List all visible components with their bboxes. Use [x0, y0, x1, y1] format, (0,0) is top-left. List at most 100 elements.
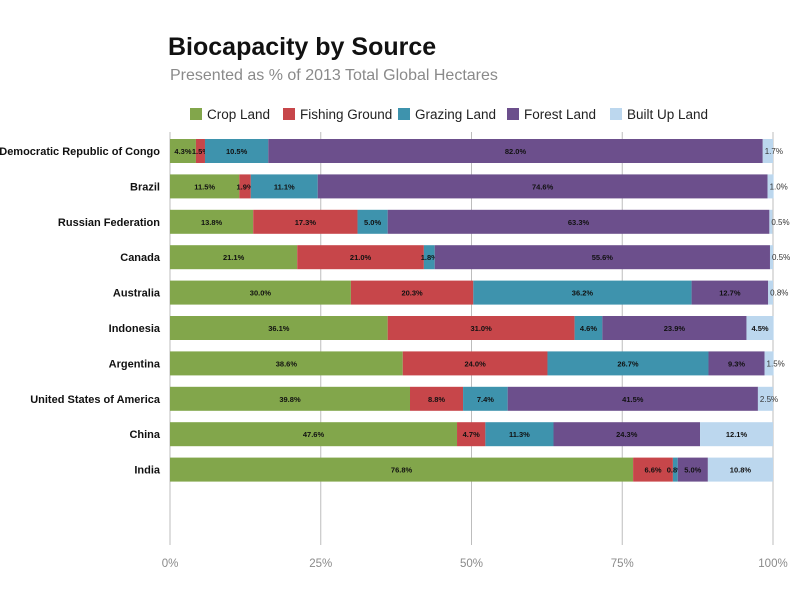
- legend-label-forest-land: Forest Land: [524, 107, 596, 122]
- bar-china-crop-land: [170, 422, 458, 447]
- data-label-china-grazing-land: 11.3%: [509, 430, 530, 439]
- data-label-russian-federation-crop-land: 13.8%: [201, 218, 223, 227]
- data-label-india-crop-land: 76.8%: [391, 466, 413, 475]
- data-label-indonesia-crop-land: 36.1%: [268, 324, 290, 333]
- data-label-china-built-up-land: 12.1%: [726, 430, 748, 439]
- data-label-democratic-republic-of-congo-built-up-land: 1.7%: [765, 147, 783, 156]
- data-label-united-states-of-america-built-up-land: 2.5%: [760, 395, 778, 404]
- legend-swatch-built-up-land: [610, 108, 622, 120]
- bar-australia-built-up-land: [768, 280, 773, 305]
- bars: 4.3% 1.5% 10.5% 82.0% 1.7%11.5% 1.9% 11.1% 74.6…: [170, 139, 790, 482]
- legend-label-crop-land: Crop Land: [207, 107, 270, 122]
- x-tick-label-50: 50%: [460, 558, 483, 570]
- bar-australia-grazing-land: [473, 280, 692, 305]
- bar-china-grazing-land: [485, 422, 554, 447]
- bar-russian-federation-fishing-ground: [253, 209, 358, 234]
- legend-swatch-fishing-ground: [283, 108, 295, 120]
- bar-united-states-of-america-crop-land: [170, 386, 410, 411]
- legend-swatch-grazing-land: [398, 108, 410, 120]
- data-label-united-states-of-america-forest-land: 41.5%: [622, 395, 644, 404]
- data-label-democratic-republic-of-congo-crop-land: 4.3%: [174, 147, 191, 156]
- bar-australia-fishing-ground: [350, 280, 474, 305]
- category-label-india: India: [134, 465, 161, 477]
- bar-brazil-forest-land: [317, 174, 768, 199]
- bar-canada-fishing-ground: [297, 245, 424, 270]
- bar-indonesia-grazing-land: [574, 316, 603, 340]
- data-label-indonesia-forest-land: 23.9%: [664, 324, 686, 333]
- bar-democratic-republic-of-congo-built-up-land: [762, 139, 773, 163]
- data-label-argentina-grazing-land: 26.7%: [617, 359, 639, 368]
- data-label-australia-grazing-land: 36.2%: [572, 289, 594, 298]
- data-label-brazil-crop-land: 11.5%: [194, 182, 215, 191]
- data-label-argentina-crop-land: 38.6%: [276, 359, 298, 368]
- data-label-russian-federation-fishing-ground: 17.3%: [295, 218, 317, 227]
- data-label-india-forest-land: 5.0%: [684, 466, 701, 475]
- data-label-brazil-forest-land: 74.6%: [532, 182, 554, 191]
- data-label-russian-federation-forest-land: 63.3%: [568, 218, 590, 227]
- bar-australia-crop-land: [170, 280, 351, 305]
- bar-democratic-republic-of-congo-crop-land: [170, 139, 196, 163]
- bar-china-fishing-ground: [457, 422, 486, 447]
- category-label-brazil: Brazil: [130, 181, 160, 193]
- bar-india-forest-land: [677, 457, 708, 482]
- bar-russian-federation-crop-land: [170, 209, 254, 234]
- bar-argentina-grazing-land: [547, 351, 709, 376]
- category-label-canada: Canada: [120, 252, 161, 264]
- bar-india-crop-land: [170, 457, 634, 482]
- category-label-democratic-republic-of-congo: Democratic Republic of Congo: [0, 146, 160, 158]
- legend-label-fishing-ground: Fishing Ground: [300, 107, 392, 122]
- data-label-australia-crop-land: 30.0%: [250, 289, 272, 298]
- legend-swatch-forest-land: [507, 108, 519, 120]
- bar-united-states-of-america-fishing-ground: [409, 386, 464, 411]
- bar-brazil-fishing-ground: [239, 174, 251, 199]
- bar-argentina-crop-land: [170, 351, 403, 376]
- bar-democratic-republic-of-congo-grazing-land: [204, 139, 269, 163]
- data-label-united-states-of-america-grazing-land: 7.4%: [477, 395, 494, 404]
- category-labels: Democratic Republic of Congo Brazil Russia…: [0, 146, 161, 477]
- bar-russian-federation-grazing-land: [357, 209, 388, 234]
- bar-india-fishing-ground: [633, 457, 673, 482]
- bar-canada-built-up-land: [769, 245, 773, 270]
- category-label-united-states-of-america: United States of America: [30, 394, 161, 406]
- bar-australia-forest-land: [691, 280, 769, 305]
- data-label-argentina-built-up-land: 1.5%: [767, 359, 785, 368]
- data-label-canada-fishing-ground: 21.0%: [350, 253, 372, 262]
- bar-argentina-built-up-land: [764, 351, 774, 376]
- data-label-australia-built-up-land: 0.8%: [770, 289, 788, 298]
- bar-united-states-of-america-grazing-land: [463, 386, 508, 411]
- data-label-china-forest-land: 24.3%: [616, 430, 638, 439]
- category-label-indonesia: Indonesia: [109, 323, 161, 335]
- data-label-indonesia-grazing-land: 4.6%: [580, 324, 597, 333]
- legend-swatch-crop-land: [190, 108, 202, 120]
- bar-united-states-of-america-forest-land: [507, 386, 758, 411]
- data-label-argentina-forest-land: 9.3%: [728, 359, 745, 368]
- data-label-india-fishing-ground: 6.6%: [644, 466, 661, 475]
- bar-canada-grazing-land: [423, 245, 435, 270]
- bar-china-built-up-land: [700, 422, 773, 447]
- bar-canada-forest-land: [434, 245, 770, 270]
- bar-indonesia-forest-land: [602, 316, 747, 340]
- legend: Crop Land Fishing Ground Grazing Land Fores…: [190, 107, 708, 122]
- data-label-canada-crop-land: 21.1%: [223, 253, 245, 262]
- x-tick-label-75: 75%: [611, 558, 634, 570]
- data-label-argentina-fishing-ground: 24.0%: [464, 359, 486, 368]
- data-label-brazil-grazing-land: 11.1%: [274, 182, 295, 191]
- chart-subtitle: Presented as % of 2013 Total Global Hect…: [170, 67, 498, 84]
- bar-indonesia-built-up-land: [746, 316, 774, 340]
- data-label-china-fishing-ground: 4.7%: [463, 430, 480, 439]
- bar-india-built-up-land: [707, 457, 773, 482]
- x-tick-label-0: 0%: [162, 558, 179, 570]
- bar-democratic-republic-of-congo-fishing-ground: [195, 139, 205, 163]
- bar-russian-federation-forest-land: [387, 209, 770, 234]
- chart-title: Biocapacity by Source: [168, 33, 436, 61]
- data-label-united-states-of-america-fishing-ground: 8.8%: [428, 395, 445, 404]
- data-label-democratic-republic-of-congo-fishing-ground: 1.5%: [192, 147, 209, 156]
- data-label-australia-forest-land: 12.7%: [719, 289, 741, 298]
- bar-brazil-crop-land: [170, 174, 240, 199]
- bar-brazil-grazing-land: [250, 174, 318, 199]
- category-label-china: China: [129, 429, 160, 441]
- data-label-india-built-up-land: 10.8%: [730, 466, 752, 475]
- category-label-russian-federation: Russian Federation: [58, 217, 160, 229]
- data-label-china-crop-land: 47.6%: [303, 430, 325, 439]
